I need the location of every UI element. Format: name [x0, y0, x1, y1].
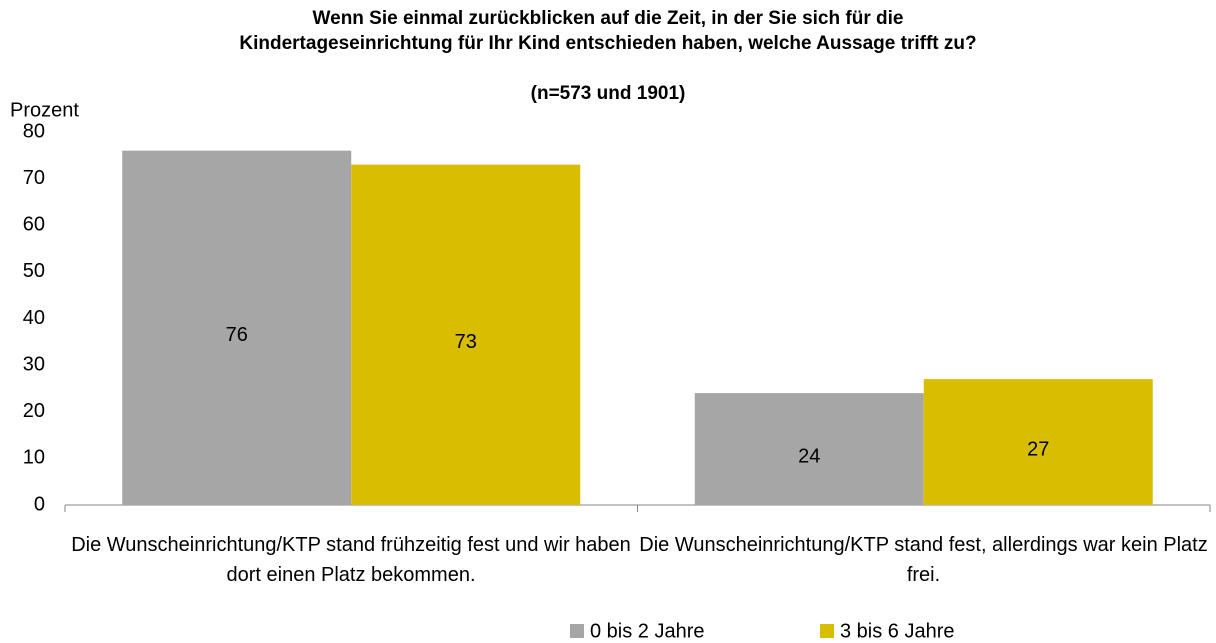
value-label: 76	[226, 324, 248, 346]
legend-label: 0 bis 2 Jahre	[590, 620, 705, 642]
bar	[122, 150, 352, 505]
y-tick-label: 20	[23, 400, 45, 422]
bar	[694, 393, 924, 505]
legend-label: 3 bis 6 Jahre	[840, 620, 955, 642]
y-tick-label: 60	[23, 214, 45, 236]
value-label: 24	[798, 445, 820, 467]
y-tick-label: 30	[23, 353, 45, 375]
chart-title: Wenn Sie einmal zurückblicken auf die Ze…	[239, 8, 977, 54]
y-tick-label: 70	[23, 167, 45, 189]
x-tick-label: Die Wunscheinrichtung/KTP stand fest, al…	[639, 534, 1208, 586]
legend-swatch	[570, 624, 584, 638]
chart-subtitle: (n=573 und 1901)	[530, 83, 686, 104]
y-tick-label: 10	[23, 447, 45, 469]
y-tick-label: 50	[23, 260, 45, 282]
y-tick-label: 40	[23, 307, 45, 329]
bar	[351, 164, 581, 505]
y-tick-label: 0	[34, 493, 45, 515]
bar	[923, 379, 1153, 505]
value-label: 27	[1027, 438, 1049, 460]
value-label: 73	[455, 331, 477, 353]
y-axis-label: Prozent	[10, 99, 79, 121]
y-tick-label: 80	[23, 120, 45, 142]
x-tick-label: Die Wunscheinrichtung/KTP stand frühzeit…	[71, 534, 631, 586]
legend-swatch	[820, 624, 834, 638]
